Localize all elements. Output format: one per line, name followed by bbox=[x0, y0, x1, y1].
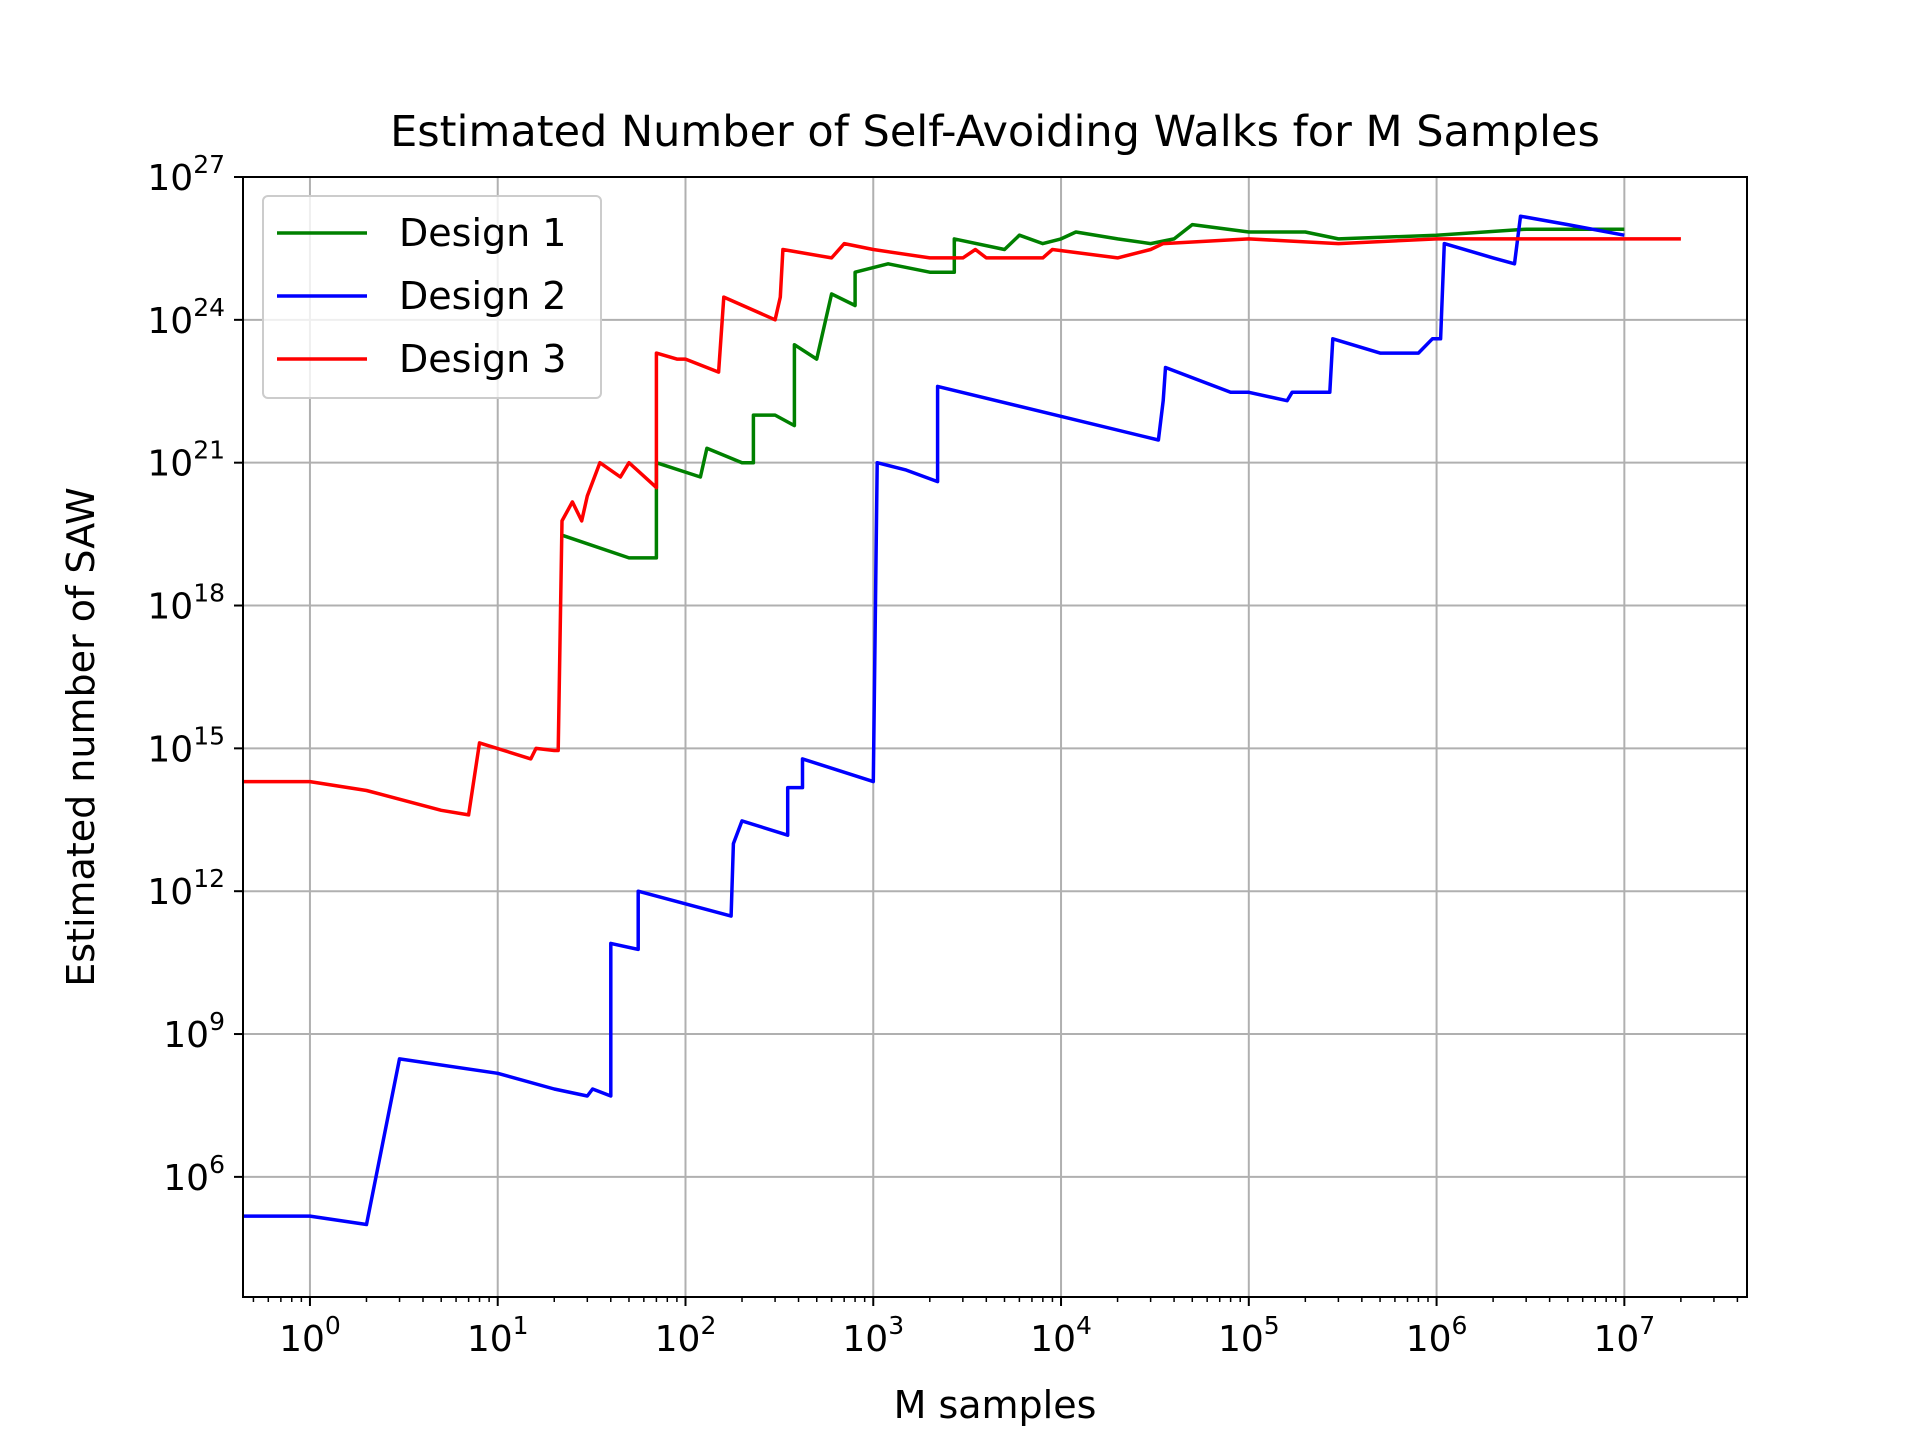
axis-ticks: 100 101 102 103 104 105 106 107 106 109 1012 1015 10… bbox=[147, 150, 1739, 1360]
series-line-design-2 bbox=[243, 214, 1625, 1227]
y-tick-label: 106 bbox=[163, 1150, 225, 1199]
y-tick-label: 1024 bbox=[147, 293, 225, 342]
grid bbox=[243, 176, 1747, 1297]
x-tick-label: 106 bbox=[1406, 1311, 1468, 1360]
x-tick-label: 100 bbox=[279, 1311, 341, 1360]
legend: Design 1 Design 2 Design 3 bbox=[262, 195, 602, 399]
y-tick-label: 109 bbox=[163, 1007, 225, 1056]
legend-label: Design 2 bbox=[399, 274, 566, 318]
legend-box bbox=[262, 195, 602, 399]
x-tick-label: 107 bbox=[1593, 1311, 1655, 1360]
legend-label: Design 1 bbox=[399, 211, 566, 255]
y-tick-label: 1015 bbox=[147, 721, 225, 770]
y-tick-label: 1027 bbox=[147, 150, 225, 199]
y-tick-label: 1021 bbox=[147, 436, 225, 485]
x-tick-label: 104 bbox=[1030, 1311, 1092, 1360]
x-tick-label: 102 bbox=[655, 1311, 717, 1360]
plot-frame bbox=[242, 176, 1748, 1298]
x-axis-label: M samples bbox=[894, 1383, 1097, 1427]
series-lines bbox=[243, 214, 1681, 1227]
chart-title: Estimated Number of Self-Avoiding Walks … bbox=[390, 107, 1600, 157]
x-tick-label: 103 bbox=[842, 1311, 904, 1360]
series-line-design-1 bbox=[561, 222, 1625, 560]
x-tick-label: 101 bbox=[467, 1311, 529, 1360]
y-axis-label: Estimated number of SAW bbox=[59, 487, 103, 986]
x-tick-label: 105 bbox=[1218, 1311, 1280, 1360]
y-tick-label: 1018 bbox=[147, 579, 225, 628]
legend-label: Design 3 bbox=[399, 337, 566, 381]
series-line-design-3 bbox=[243, 237, 1681, 817]
y-tick-label: 1012 bbox=[147, 864, 225, 913]
